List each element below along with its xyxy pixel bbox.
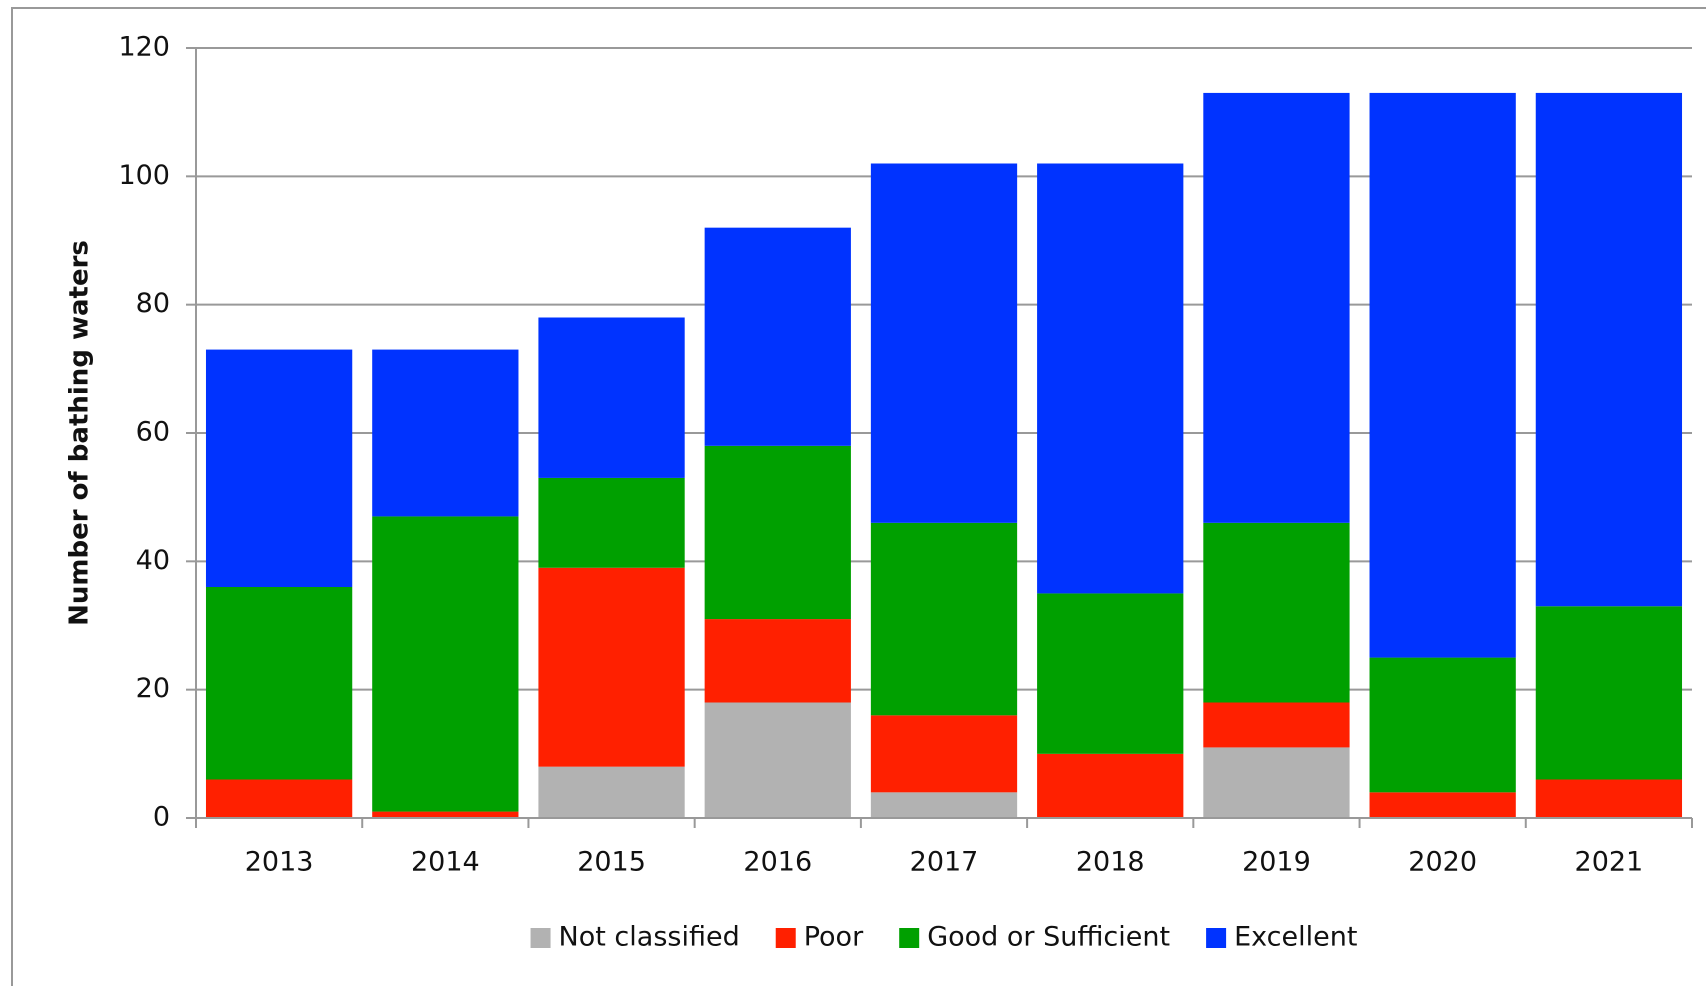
x-tick-label: 2014 (411, 847, 480, 878)
bar-segment (870, 522, 1018, 716)
bar-segment (870, 163, 1018, 523)
bar-segment (704, 227, 851, 446)
bar-segment (1535, 92, 1683, 607)
bar-segment (870, 715, 1018, 793)
x-tick-label: 2017 (910, 847, 979, 878)
bar-segment (372, 349, 519, 517)
bar-segment (372, 516, 519, 812)
bar-segment (538, 317, 685, 478)
bar-segment (1369, 92, 1516, 658)
legend-label: Excellent (1234, 922, 1357, 953)
bar-segment (538, 567, 685, 767)
x-tick-label: 2016 (743, 847, 812, 878)
bar-segment (372, 811, 519, 818)
bar-segment (1037, 163, 1184, 594)
x-tick-label: 2013 (245, 847, 314, 878)
bar-segment (870, 792, 1018, 818)
bar-segment (1203, 92, 1350, 523)
bar-segment (205, 587, 353, 780)
legend-swatch (1206, 928, 1227, 948)
bar-segment (1369, 792, 1516, 818)
y-tick-label: 20 (136, 673, 170, 704)
legend-swatch (899, 928, 920, 948)
bar-segment (538, 766, 685, 818)
y-tick-label: 60 (136, 417, 170, 448)
bar-segment (704, 619, 851, 703)
bar-segment (704, 702, 851, 818)
legend-label: Good or Sufficient (927, 922, 1170, 953)
x-tick-label: 2018 (1076, 847, 1145, 878)
bar-segment (1203, 522, 1350, 703)
frame (11, 7, 1706, 986)
x-tick-label: 2021 (1575, 847, 1644, 878)
y-tick-label: 40 (136, 545, 170, 576)
y-tick-label: 0 (153, 802, 170, 833)
bar-segment (205, 349, 353, 587)
y-tick-label: 100 (118, 160, 170, 191)
bar-segment (1535, 779, 1683, 818)
bar-segment (1037, 593, 1184, 754)
legend-swatch (530, 928, 551, 948)
legend-swatch (775, 928, 796, 948)
bar-segment (1369, 657, 1516, 793)
bar-segment (704, 445, 851, 620)
bar-segment (1037, 753, 1184, 818)
y-tick-label: 80 (136, 288, 170, 319)
y-tick-label: 120 (118, 32, 170, 63)
bar-segment (538, 477, 685, 568)
y-axis-label: Number of bathing waters (65, 240, 95, 626)
bar-segment (1203, 747, 1350, 818)
x-tick-label: 2020 (1408, 847, 1477, 878)
bar-segment (1203, 702, 1350, 748)
x-tick-label: 2019 (1242, 847, 1311, 878)
legend-label: Not classified (559, 922, 740, 953)
legend-label: Poor (804, 922, 864, 953)
bar-segment (205, 779, 353, 818)
bar-segment (1535, 606, 1683, 780)
x-tick-label: 2015 (577, 847, 646, 878)
